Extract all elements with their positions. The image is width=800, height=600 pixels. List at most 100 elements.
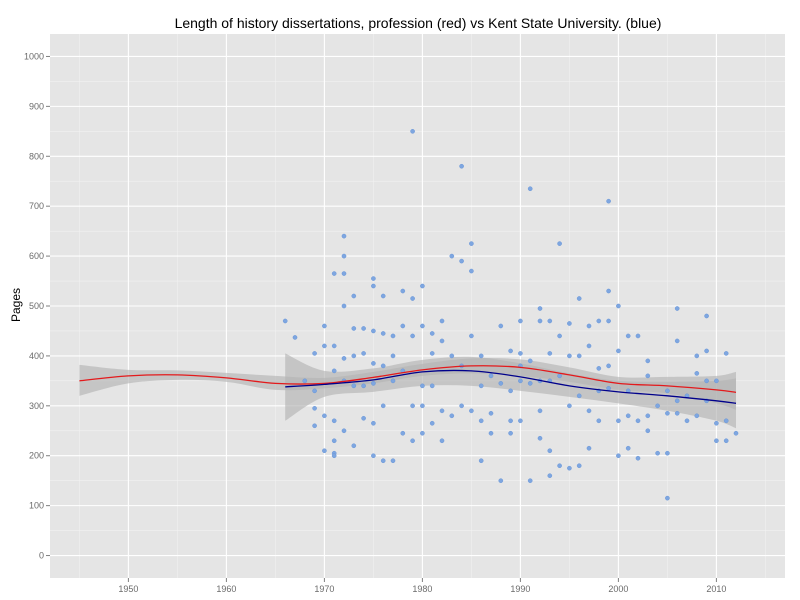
- data-point: [361, 383, 366, 389]
- data-point: [380, 458, 386, 464]
- data-point: [606, 363, 611, 369]
- data-point: [459, 258, 464, 264]
- x-tick-label: 2000: [608, 584, 628, 594]
- data-point: [341, 428, 347, 434]
- data-point: [714, 438, 719, 444]
- data-point: [723, 418, 729, 424]
- data-point: [429, 331, 435, 336]
- data-point: [547, 473, 553, 478]
- data-point: [645, 373, 651, 379]
- data-point: [439, 338, 445, 344]
- kent-state-trend-line: [285, 369, 737, 404]
- data-point: [508, 348, 513, 354]
- data-point: [537, 408, 543, 414]
- data-point: [606, 318, 611, 324]
- data-point: [331, 343, 337, 349]
- y-tick-label: 200: [29, 451, 44, 461]
- data-point: [567, 465, 572, 471]
- data-point: [576, 353, 582, 359]
- data-point: [282, 318, 288, 324]
- data-point: [547, 448, 553, 454]
- y-tick-label: 800: [29, 151, 44, 161]
- data-point: [596, 418, 602, 424]
- data-point: [674, 306, 680, 311]
- y-tick-label: 700: [29, 201, 44, 211]
- data-point: [557, 373, 562, 379]
- data-point: [429, 383, 435, 389]
- data-point: [371, 328, 376, 334]
- data-point: [322, 323, 327, 329]
- data-point: [537, 306, 543, 311]
- data-point: [674, 411, 680, 416]
- data-point: [361, 415, 366, 421]
- data-point: [586, 408, 592, 414]
- data-point: [488, 373, 494, 379]
- data-point: [292, 335, 298, 340]
- data-point: [312, 423, 317, 429]
- data-point: [518, 318, 523, 324]
- data-point: [331, 368, 337, 374]
- data-point: [645, 358, 651, 364]
- data-point: [684, 418, 690, 424]
- data-point: [400, 288, 406, 294]
- data-point: [723, 351, 729, 356]
- chart-title: Length of history dissertations, profess…: [175, 15, 662, 31]
- data-point: [586, 323, 592, 329]
- data-point: [478, 353, 484, 359]
- data-point: [576, 393, 582, 399]
- data-point: [312, 388, 317, 394]
- data-point: [616, 418, 621, 424]
- data-point: [498, 381, 504, 386]
- data-point: [351, 326, 357, 331]
- data-point: [371, 453, 376, 459]
- x-tick-label: 1970: [314, 584, 334, 594]
- data-point: [341, 303, 347, 309]
- x-tick-label: 1960: [216, 584, 236, 594]
- y-tick-label: 100: [29, 501, 44, 511]
- data-point: [420, 323, 425, 329]
- data-point: [371, 420, 376, 426]
- y-tick-label: 0: [39, 551, 44, 561]
- data-point: [596, 366, 602, 371]
- data-point: [508, 388, 513, 394]
- data-point: [390, 353, 396, 359]
- data-point: [400, 323, 406, 329]
- data-point: [714, 378, 719, 384]
- y-tick-label: 900: [29, 101, 44, 111]
- y-tick-label: 500: [29, 301, 44, 311]
- data-point: [674, 398, 680, 404]
- data-point: [331, 438, 337, 444]
- data-point: [527, 186, 533, 192]
- data-point: [459, 163, 464, 169]
- data-point: [361, 326, 366, 331]
- data-point: [469, 408, 474, 414]
- data-point: [380, 403, 386, 409]
- data-point: [410, 403, 415, 409]
- data-point: [557, 241, 562, 246]
- data-point: [478, 458, 484, 464]
- data-point: [547, 351, 553, 356]
- data-point: [655, 450, 660, 456]
- data-point: [380, 331, 386, 336]
- data-point: [469, 333, 474, 339]
- data-point: [586, 445, 592, 451]
- data-point: [459, 403, 464, 409]
- data-point: [518, 351, 523, 356]
- data-point: [410, 129, 415, 134]
- data-point: [645, 428, 651, 434]
- data-point: [547, 318, 553, 324]
- data-point: [537, 435, 543, 441]
- data-point: [331, 453, 337, 459]
- data-point: [606, 288, 611, 294]
- data-point: [704, 378, 709, 384]
- data-point: [371, 276, 376, 281]
- x-tick-label: 2010: [706, 584, 726, 594]
- data-point: [557, 333, 562, 339]
- x-tick-label: 1980: [412, 584, 432, 594]
- data-point: [449, 413, 455, 419]
- data-point: [488, 430, 494, 436]
- data-point: [469, 268, 474, 274]
- data-point: [341, 356, 347, 361]
- data-point: [714, 420, 719, 426]
